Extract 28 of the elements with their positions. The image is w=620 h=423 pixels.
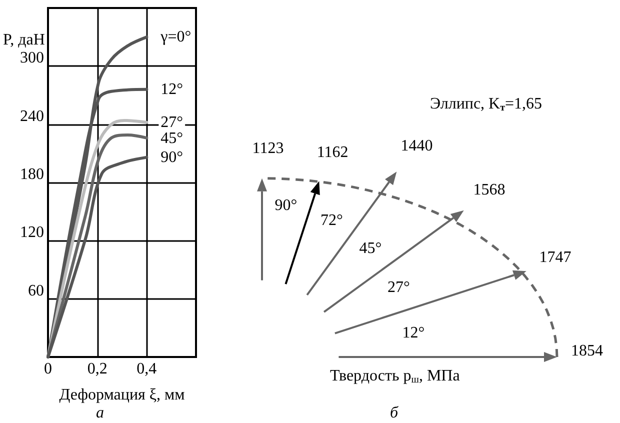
y-tick-label: 120 — [20, 224, 44, 242]
x-tick-label: 0 — [44, 360, 52, 378]
series-label: 12° — [160, 80, 184, 98]
data-label: 1747 — [539, 249, 572, 266]
series-label: 27° — [160, 114, 184, 131]
series-label: γ=0° — [160, 28, 192, 46]
text: а — [96, 404, 104, 422]
data-label: 1440 — [400, 138, 433, 155]
category-label: 45° — [359, 240, 382, 258]
y-tick-label: 60 — [28, 282, 44, 300]
data-label: 1123 — [252, 140, 284, 157]
text: б — [390, 404, 399, 422]
data-label: 1162 — [316, 144, 348, 161]
y-tick-label: 240 — [20, 108, 44, 125]
x-tick-label: 0,4 — [136, 360, 157, 378]
x-axis-title: Деформация ξ, мм — [59, 386, 185, 404]
x-tick-label: 0,2 — [87, 360, 108, 378]
category-label: 72° — [320, 212, 343, 229]
y-axis-title: P, даН — [3, 32, 46, 48]
series-label: 90° — [160, 148, 184, 166]
y-tick-label: 180 — [20, 166, 44, 183]
data-label: 1854 — [571, 342, 603, 360]
category-label: 90° — [274, 196, 298, 214]
data-label: 1568 — [473, 182, 506, 199]
category-label: 12° — [402, 324, 425, 342]
category-label: 27° — [387, 278, 410, 296]
y-tick-label: 300 — [20, 50, 44, 67]
series-label: 45° — [160, 130, 184, 147]
